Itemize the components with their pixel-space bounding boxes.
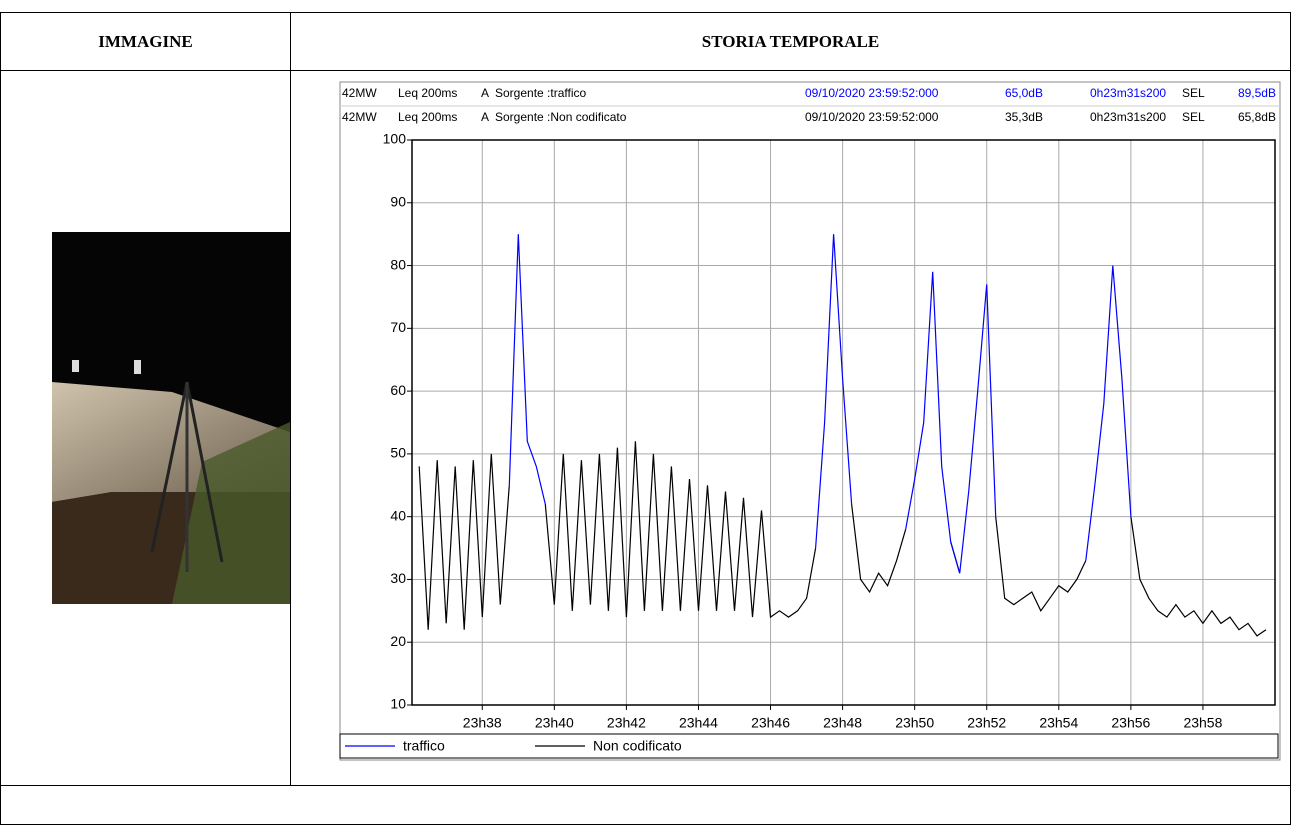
x-tick-label: 23h46 [751, 715, 790, 731]
y-tick-label: 80 [390, 256, 406, 272]
photo [52, 232, 290, 604]
x-tick-label: 23h58 [1183, 715, 1222, 731]
info-field: 65,0dB [1005, 86, 1043, 100]
info-field: 09/10/2020 23:59:52:000 [805, 110, 939, 124]
y-tick-label: 20 [390, 633, 406, 649]
x-tick-label: 23h56 [1111, 715, 1150, 731]
x-tick-label: 23h40 [535, 715, 574, 731]
info-field: 0h23m31s200 [1090, 86, 1166, 100]
y-tick-label: 60 [390, 382, 406, 398]
info-field: Leq 200ms [398, 110, 457, 124]
info-field: 65,8dB [1238, 110, 1276, 124]
y-tick-label: 90 [390, 193, 406, 209]
info-field: Sorgente :traffico [495, 86, 586, 100]
legend-box [339, 733, 1279, 759]
y-tick-label: 100 [383, 131, 407, 147]
info-field: 35,3dB [1005, 110, 1043, 124]
info-field: Sorgente :Non codificato [495, 110, 627, 124]
y-tick-label: 40 [390, 507, 406, 523]
info-field: A [481, 110, 489, 124]
y-tick-label: 30 [390, 570, 406, 586]
x-tick-label: 23h44 [679, 715, 718, 731]
info-field: 42MW [342, 86, 377, 100]
legend-label: traffico [403, 738, 445, 754]
info-field: 89,5dB [1238, 86, 1276, 100]
series-line [508, 234, 1132, 574]
y-tick-label: 10 [390, 696, 406, 712]
column-header: STORIA TEMPORALE [701, 31, 880, 51]
info-field: 09/10/2020 23:59:52:000 [805, 86, 939, 100]
info-field: 0h23m31s200 [1090, 110, 1166, 124]
info-field: SEL [1182, 110, 1205, 124]
y-tick-label: 70 [390, 319, 406, 335]
y-tick-label: 50 [390, 445, 406, 461]
x-tick-label: 23h52 [967, 715, 1006, 731]
info-field: 42MW [342, 110, 377, 124]
x-tick-label: 23h48 [823, 715, 862, 731]
x-tick-label: 23h42 [607, 715, 646, 731]
x-tick-label: 23h38 [463, 715, 502, 731]
x-tick-label: 23h50 [895, 715, 934, 731]
info-field: Leq 200ms [398, 86, 457, 100]
plot-frame [411, 139, 1276, 706]
info-field: SEL [1182, 86, 1205, 100]
legend-label: Non codificato [593, 738, 682, 754]
x-tick-label: 23h54 [1039, 715, 1078, 731]
info-field: A [481, 86, 489, 100]
chart-frame [339, 81, 1281, 761]
column-header: IMMAGINE [98, 31, 193, 51]
